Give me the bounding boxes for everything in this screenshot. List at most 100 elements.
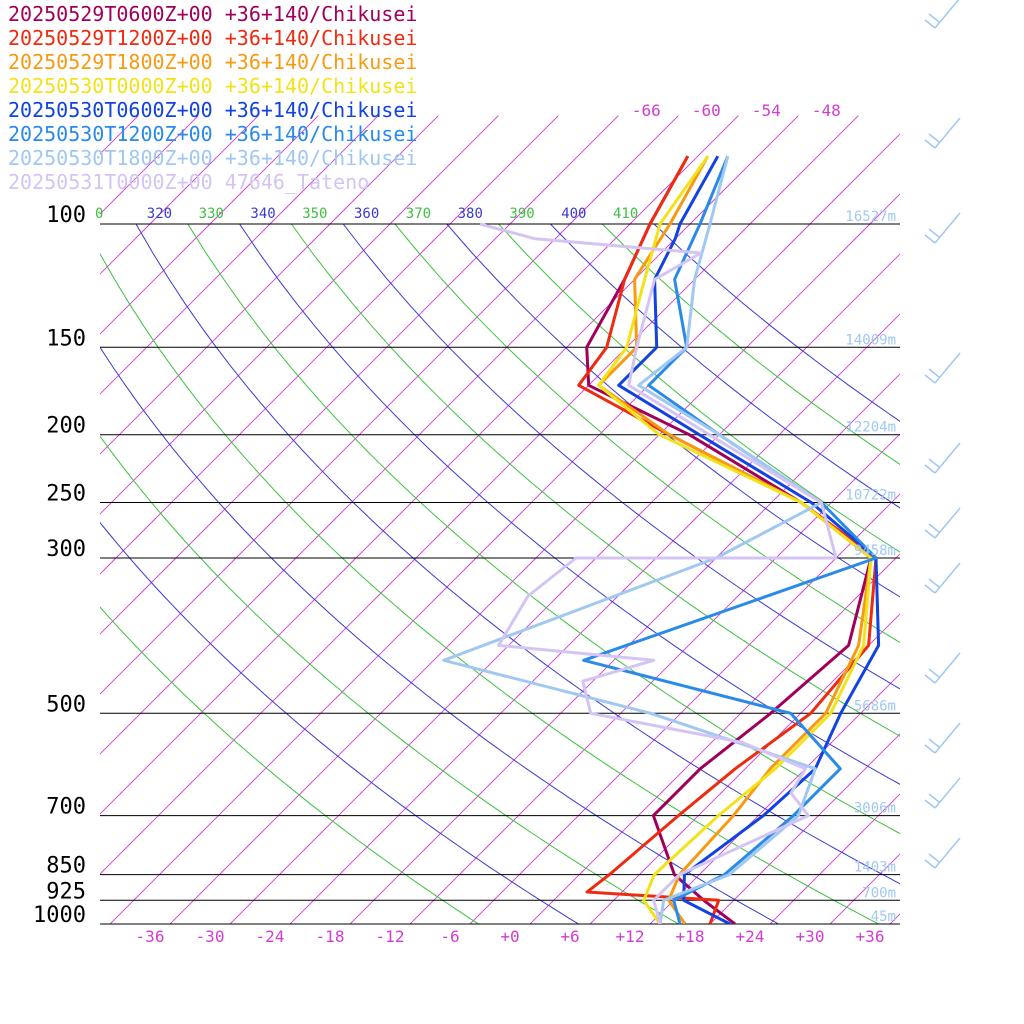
wind-barb bbox=[924, 117, 961, 149]
isotherm bbox=[709, 733, 900, 924]
isotherm-label: -60 bbox=[692, 101, 721, 120]
dry-adiabat bbox=[446, 224, 900, 598]
height-label: 12204m bbox=[845, 420, 896, 436]
isotherm bbox=[769, 793, 900, 924]
temperature-profile bbox=[577, 155, 878, 924]
temperature-profile bbox=[479, 222, 838, 924]
pressure-label: 300 bbox=[46, 537, 86, 562]
barb-flag bbox=[928, 523, 940, 533]
height-label: 14009m bbox=[845, 332, 896, 348]
legend-item: 20250530T0000Z+00 +36+140/Chikusei bbox=[8, 74, 418, 98]
isotherm bbox=[109, 133, 900, 924]
barb-flag bbox=[924, 584, 936, 594]
temperature-profile bbox=[617, 155, 881, 924]
dry-adiabat bbox=[187, 224, 900, 835]
barb-staff bbox=[934, 837, 961, 869]
height-label: 3006m bbox=[854, 801, 896, 817]
barb-flag bbox=[924, 859, 936, 869]
x-tick-label: +6 bbox=[560, 927, 579, 946]
barb-flag bbox=[928, 793, 940, 803]
barb-flag bbox=[924, 799, 936, 809]
barb-flag bbox=[924, 674, 936, 684]
barb-staff bbox=[934, 507, 961, 539]
x-tick-label: -18 bbox=[316, 927, 345, 946]
legend-item: 20250529T1800Z+00 +36+140/Chikusei bbox=[8, 50, 418, 74]
pressure-label: 100 bbox=[46, 203, 86, 228]
barb-flag bbox=[928, 578, 940, 588]
wind-barb bbox=[924, 442, 961, 474]
height-label: 45m bbox=[871, 909, 896, 925]
x-tick-label: +12 bbox=[616, 927, 645, 946]
isotherm bbox=[100, 115, 859, 875]
isotherm bbox=[100, 115, 619, 635]
barb-staff bbox=[934, 562, 961, 594]
barb-flag bbox=[924, 464, 936, 474]
theta-label: 360 bbox=[354, 206, 379, 222]
isotherm bbox=[0, 116, 18, 924]
x-tick-label: +24 bbox=[736, 927, 765, 946]
pressure-label: 925 bbox=[46, 879, 86, 904]
legend-item: 20250530T1800Z+00 +36+140/Chikusei bbox=[8, 146, 418, 170]
height-label: 9458m bbox=[854, 543, 896, 559]
barb-staff bbox=[934, 777, 961, 809]
wind-barb bbox=[924, 507, 961, 539]
barb-flag bbox=[928, 458, 940, 468]
x-tick-label: -6 bbox=[440, 927, 459, 946]
x-tick-label: +18 bbox=[676, 927, 705, 946]
wind-barb bbox=[924, 352, 961, 384]
barb-staff bbox=[934, 442, 961, 474]
barb-flag bbox=[928, 853, 940, 863]
wind-barbs bbox=[924, 0, 961, 869]
height-label: 5686m bbox=[854, 698, 896, 714]
barb-staff bbox=[934, 722, 961, 754]
isotherm bbox=[100, 115, 559, 575]
pressure-label: 1000 bbox=[33, 903, 86, 928]
temperature-profile bbox=[582, 155, 878, 924]
height-label: 16527m bbox=[845, 209, 896, 225]
x-tick-label: -36 bbox=[136, 927, 165, 946]
isotherm bbox=[100, 115, 499, 515]
barb-flag bbox=[924, 744, 936, 754]
dry-adiabat bbox=[601, 224, 900, 465]
barb-flag bbox=[928, 368, 940, 378]
x-tick-label: +30 bbox=[796, 927, 825, 946]
legend-item: 20250531T0000Z+00 47646_Tateno bbox=[8, 170, 370, 194]
theta-label: 0 bbox=[95, 206, 103, 222]
legend-item: 20250529T1200Z+00 +36+140/Chikusei bbox=[8, 26, 418, 50]
isotherm bbox=[889, 913, 900, 924]
isotherm bbox=[100, 115, 259, 275]
isotherm bbox=[469, 493, 900, 924]
barb-flag bbox=[928, 228, 940, 238]
height-label: 700m bbox=[862, 885, 896, 901]
isotherm bbox=[349, 373, 900, 924]
wind-barb bbox=[924, 777, 961, 809]
theta-label: 350 bbox=[302, 206, 327, 222]
x-tick-label: -30 bbox=[196, 927, 225, 946]
barb-staff bbox=[934, 212, 961, 244]
isotherm bbox=[589, 613, 900, 924]
barb-flag bbox=[924, 529, 936, 539]
legend-item: 20250530T0600Z+00 +36+140/Chikusei bbox=[8, 98, 418, 122]
isotherm bbox=[529, 553, 900, 924]
dry-adiabat bbox=[653, 224, 900, 422]
wind-barb bbox=[924, 722, 961, 754]
isotherm bbox=[829, 853, 900, 924]
isotherm bbox=[100, 115, 679, 695]
isotherm-label: -48 bbox=[812, 101, 841, 120]
x-tick-label: +36 bbox=[856, 927, 885, 946]
isotherm bbox=[100, 115, 199, 215]
barb-flag bbox=[924, 19, 936, 29]
barb-staff bbox=[934, 352, 961, 384]
theta-label: 400 bbox=[561, 206, 586, 222]
legend: 20250529T0600Z+00 +36+140/Chikusei 20250… bbox=[8, 2, 417, 194]
x-tick-label: -12 bbox=[376, 927, 405, 946]
isotherm bbox=[289, 313, 900, 924]
wind-barb bbox=[924, 212, 961, 244]
grid bbox=[0, 115, 900, 925]
dry-adiabat bbox=[100, 435, 679, 924]
dry-adiabat bbox=[100, 521, 579, 924]
height-label: 10722m bbox=[845, 488, 896, 504]
dry-adiabat bbox=[394, 224, 900, 644]
